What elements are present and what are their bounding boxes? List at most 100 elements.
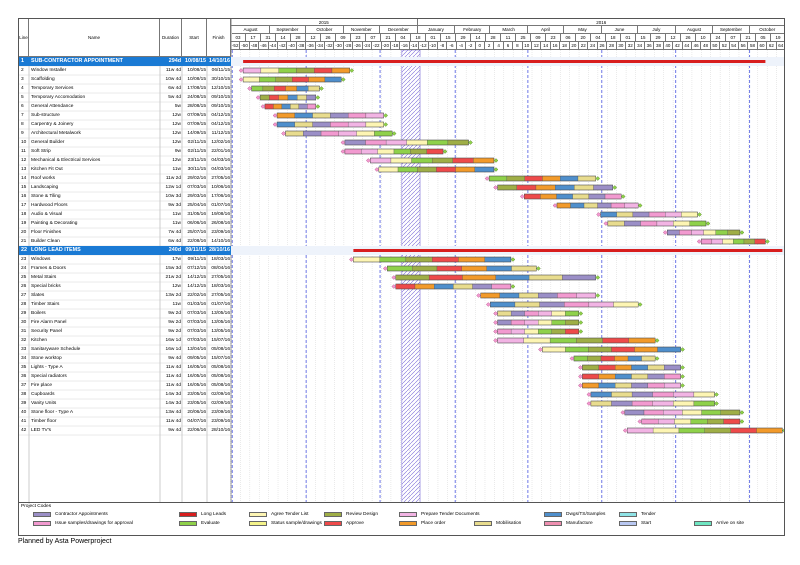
task-bar[interactable]	[276, 112, 384, 119]
line-number: 4	[21, 86, 24, 91]
task-row[interactable]: 18 Audio & Visual 11w 31/05/16 19/08/16	[19, 210, 231, 219]
start-milestone-icon	[340, 140, 346, 145]
task-bar[interactable]	[607, 220, 707, 227]
task-name: Architectural Metalwork	[31, 131, 81, 136]
task-bar[interactable]	[488, 175, 596, 182]
task-row[interactable]: 3 Scaffolding 10w 4d 10/08/15 30/10/15	[19, 75, 231, 84]
task-bar[interactable]	[490, 301, 639, 308]
task-row[interactable]: 2 Window Installer 11w 4d 10/08/15 06/11/15	[19, 66, 231, 75]
task-bar[interactable]	[582, 364, 681, 371]
legend-swatch	[399, 521, 417, 526]
task-row[interactable]: 26 Special bricks 12w 14/12/15 18/03/16	[19, 282, 231, 291]
task-start: 14/09/15	[187, 131, 206, 136]
task-bar[interactable]	[264, 103, 317, 110]
task-bar[interactable]	[480, 292, 596, 299]
task-row[interactable]: 8 Carpentry & Joinery 12w 07/09/15 04/12/15	[19, 120, 231, 129]
task-row[interactable]: 38 Cupboards 14w 3d 23/05/16 02/09/16	[19, 390, 231, 399]
task-row[interactable]: 42 LED TV's 9w 4d 22/06/16 28/10/16	[19, 426, 231, 435]
task-row[interactable]: 27 Slates 13w 2d 22/02/16 27/05/16	[19, 291, 231, 300]
summary-bar[interactable]	[353, 249, 783, 252]
task-row[interactable]: 39 Vanity Units 14w 3d 23/05/16 02/09/16	[19, 399, 231, 408]
task-bar[interactable]	[524, 193, 622, 200]
line-number: 16	[21, 194, 27, 199]
task-row[interactable]: 25 Metal Stairs 21w 2d 14/12/15 27/05/16	[19, 273, 231, 282]
task-bar[interactable]	[700, 238, 766, 245]
task-bar[interactable]	[242, 67, 350, 74]
task-row[interactable]: 6 General Attendance 5w 28/08/15 09/10/15	[19, 102, 231, 111]
task-row[interactable]: 35 Lights - Type A 11w 4d 16/05/16 05/08/16	[19, 363, 231, 372]
task-row[interactable]: 29 Boilers 9w 2d 07/03/16 13/05/16	[19, 309, 231, 318]
task-bar[interactable]	[378, 166, 495, 173]
task-row[interactable]: 11 Soft Strip 9w 02/11/15 22/01/16	[19, 147, 231, 156]
task-bar[interactable]	[573, 355, 656, 362]
task-duration: 11w 2d	[165, 176, 181, 181]
task-bar[interactable]	[590, 400, 715, 407]
task-row[interactable]: 12 Mechanical & Electrical Services 12w 23/…	[19, 156, 231, 165]
task-row[interactable]: 30 Fire Alarm Panel 9w 2d 07/03/16 13/05/16	[19, 318, 231, 327]
task-bar[interactable]	[353, 256, 512, 263]
task-bar[interactable]	[497, 337, 656, 344]
task-row[interactable]: 33 Sanitaryware Schedule 16w 1d 13/04/16 05/…	[19, 345, 231, 354]
task-bar[interactable]	[242, 76, 342, 83]
week-label: -18	[390, 42, 401, 50]
task-row[interactable]: 16 Stone & Tiling 10w 3d 29/03/16 17/06/16	[19, 192, 231, 201]
task-bar[interactable]	[276, 121, 384, 128]
task-row[interactable]: 28 Timber Stairs 11w 01/03/16 01/07/16	[19, 300, 231, 309]
task-bar[interactable]	[627, 427, 783, 434]
task-row[interactable]: 31 Security Panel 9w 2d 07/03/16 13/05/16	[19, 327, 231, 336]
task-bar[interactable]	[600, 211, 698, 218]
week-label: -32	[325, 42, 335, 50]
start-milestone-icon	[603, 221, 609, 226]
task-bar[interactable]	[641, 418, 741, 425]
task-bar[interactable]	[259, 94, 317, 101]
task-row[interactable]: 36 Special radiators 11w 4d 16/05/16 05/08/1…	[19, 372, 231, 381]
task-row[interactable]: 10 General Builder 12w 02/11/15 12/02/16	[19, 138, 231, 147]
task-row[interactable]: 41 Timber floor 11w 4d 04/07/16 23/09/16	[19, 417, 231, 426]
task-row[interactable]: 24 Frames & Doors 15w 3d 07/12/15 08/04/16	[19, 264, 231, 273]
task-bar[interactable]	[395, 283, 512, 290]
task-row[interactable]: 9 Architectural Metalwork 12w 14/09/15 11/12…	[19, 129, 231, 138]
task-bar[interactable]	[590, 391, 715, 398]
task-row[interactable]: 5 Temporary Accomodation 5w 4d 24/08/15 09/1…	[19, 93, 231, 102]
task-bar[interactable]	[556, 202, 639, 209]
task-bar[interactable]	[497, 184, 613, 191]
summary-row[interactable]: 1 SUB-CONTRACTOR APPOINTMENT 294d 10/08/15 1…	[19, 57, 231, 66]
task-bar[interactable]	[370, 157, 495, 164]
week-label: 42	[673, 42, 683, 50]
task-bar[interactable]	[387, 265, 537, 272]
task-row[interactable]: 7 Sub-structure 12w 07/09/15 04/12/15	[19, 111, 231, 120]
task-row[interactable]: 19 Painting & Decorating 11w 06/06/16 26/08/…	[19, 219, 231, 228]
task-row[interactable]: 34 Stone worktop 9w 4d 09/05/16 15/07/16	[19, 354, 231, 363]
task-bar[interactable]	[344, 148, 444, 155]
task-row[interactable]: 23 Windows 17w 09/11/15 18/03/16	[19, 255, 231, 264]
task-row[interactable]: 4 Temporary Services 6w 4d 17/08/15 12/10/15	[19, 84, 231, 93]
task-row[interactable]: 17 Hardwood Floors 9w 3d 25/04/16 01/07/16	[19, 201, 231, 210]
task-row[interactable]: 40 Stone floor - Type A 13w 4d 20/06/16 23/0…	[19, 408, 231, 417]
finish-milestone-icon	[510, 257, 516, 262]
summary-row[interactable]: 22 LONG LEAD ITEMS 240d 09/11/15 28/10/16	[19, 246, 231, 255]
task-start: 22/06/16	[187, 428, 206, 433]
task-duration: 12w	[172, 158, 181, 163]
task-bar[interactable]	[395, 274, 596, 281]
task-bar[interactable]	[497, 310, 579, 317]
task-row[interactable]: 21 Builder Clean 6w 4d 22/08/16 14/10/16	[19, 237, 231, 246]
finish-milestone-icon	[680, 347, 685, 352]
task-row[interactable]: 37 Fire place 11w 4d 16/05/16 05/08/16	[19, 381, 231, 390]
task-bar[interactable]	[667, 229, 741, 236]
task-bar[interactable]	[582, 373, 681, 380]
task-bar[interactable]	[624, 409, 741, 416]
legend-swatch	[324, 521, 342, 526]
task-bar[interactable]	[582, 382, 681, 389]
task-bar[interactable]	[285, 130, 393, 137]
task-row[interactable]: 32 Kitchen 16w 1d 07/03/16 15/07/16	[19, 336, 231, 345]
task-row[interactable]: 13 Kitchen Fit Out 11w 30/11/15 04/03/16	[19, 165, 231, 174]
task-bar[interactable]	[497, 328, 579, 335]
task-row[interactable]: 15 Landscaping 12w 1d 07/03/16 10/06/16	[19, 183, 231, 192]
task-bar[interactable]	[497, 319, 579, 326]
task-bar[interactable]	[344, 139, 469, 146]
task-row[interactable]: 20 Floor Finishes 7w 4d 25/07/16 23/09/16	[19, 228, 231, 237]
summary-bar[interactable]	[243, 60, 766, 63]
task-row[interactable]: 14 Roof works 11w 2d 29/02/16 27/05/16	[19, 174, 231, 183]
task-bar[interactable]	[251, 85, 320, 92]
task-bar[interactable]	[542, 346, 681, 353]
